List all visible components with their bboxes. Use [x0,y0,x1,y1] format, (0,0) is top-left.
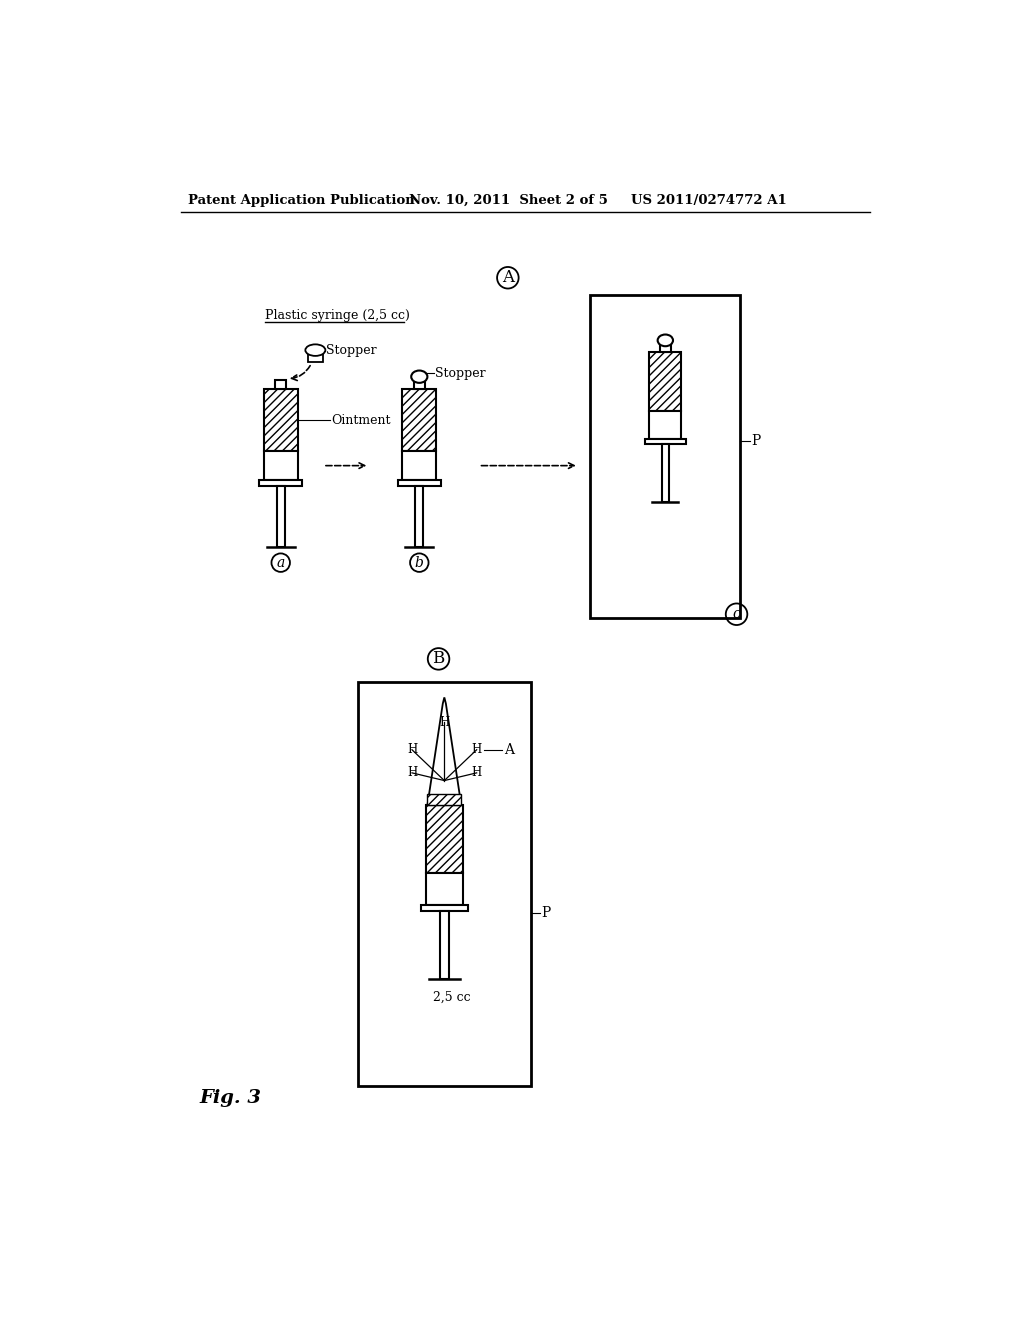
Bar [590,294,740,618]
Text: A: A [504,743,514,756]
Bar [416,486,423,548]
Bar [645,438,686,444]
Bar [264,451,298,480]
Bar [649,411,681,438]
Bar [659,343,671,352]
Text: A: A [502,269,514,286]
Bar [307,352,323,362]
Text: Nov. 10, 2011  Sheet 2 of 5: Nov. 10, 2011 Sheet 2 of 5 [410,194,608,207]
Ellipse shape [305,345,326,356]
Bar [421,906,468,911]
Text: c: c [733,607,740,622]
Text: P: P [542,906,551,920]
Polygon shape [427,697,461,805]
Text: US 2011/0274772 A1: US 2011/0274772 A1 [631,194,786,207]
Text: Patent Application Publication: Patent Application Publication [188,194,415,207]
Text: H: H [471,767,482,779]
Bar [402,451,436,480]
Bar [397,480,441,486]
Bar [276,486,285,548]
Text: B: B [432,651,444,668]
Text: b: b [415,556,424,570]
Bar [357,682,531,1086]
Text: H: H [407,767,417,779]
Text: Ointment: Ointment [331,413,390,426]
Text: Stopper: Stopper [326,345,377,358]
Text: H: H [407,743,417,756]
Text: Fig. 3: Fig. 3 [200,1089,262,1106]
Text: P: P [752,434,761,447]
Bar [440,911,449,979]
Bar [259,480,302,486]
Bar [649,352,681,411]
Text: H: H [471,743,482,756]
Bar [402,389,436,451]
Text: Stopper: Stopper [435,367,485,380]
Bar [427,795,461,805]
Text: Plastic syringe (2,5 cc): Plastic syringe (2,5 cc) [265,309,411,322]
Bar [264,389,298,451]
Bar [662,444,669,503]
Text: 2,5 cc: 2,5 cc [433,990,471,1003]
Bar [426,873,463,906]
Bar [414,380,425,389]
Text: a: a [276,556,285,570]
Bar [426,805,463,873]
Bar [274,380,287,389]
Text: H: H [439,715,450,729]
Ellipse shape [657,334,673,346]
Ellipse shape [412,371,427,383]
